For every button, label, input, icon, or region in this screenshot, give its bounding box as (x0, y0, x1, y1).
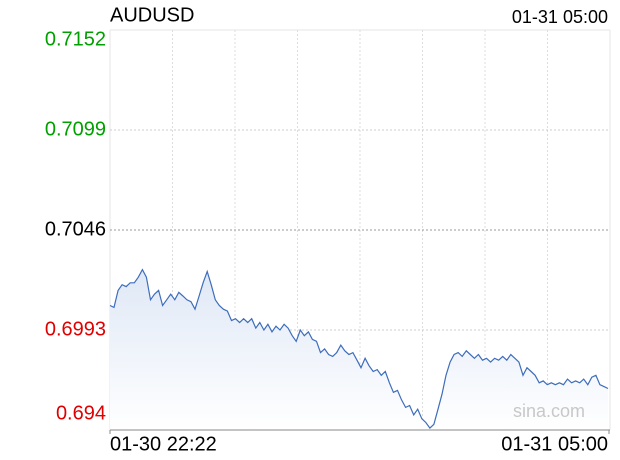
chart-title: AUDUSD (110, 4, 194, 26)
area-fill (110, 269, 608, 430)
y-tick-label: 0.7099 (45, 118, 106, 140)
y-tick-label: 0.694 (56, 402, 106, 424)
x-tick-label: 01-30 22:22 (110, 433, 217, 455)
time-label: 01-31 05:00 (512, 7, 608, 27)
watermark: sina.com (513, 401, 585, 421)
x-tick-label: 01-31 05:00 (501, 433, 608, 455)
price-line (109, 268, 609, 430)
y-tick-label: 0.7046 (45, 218, 106, 240)
y-tick-label: 0.6993 (45, 318, 106, 340)
y-tick-label: 0.7152 (45, 28, 106, 50)
